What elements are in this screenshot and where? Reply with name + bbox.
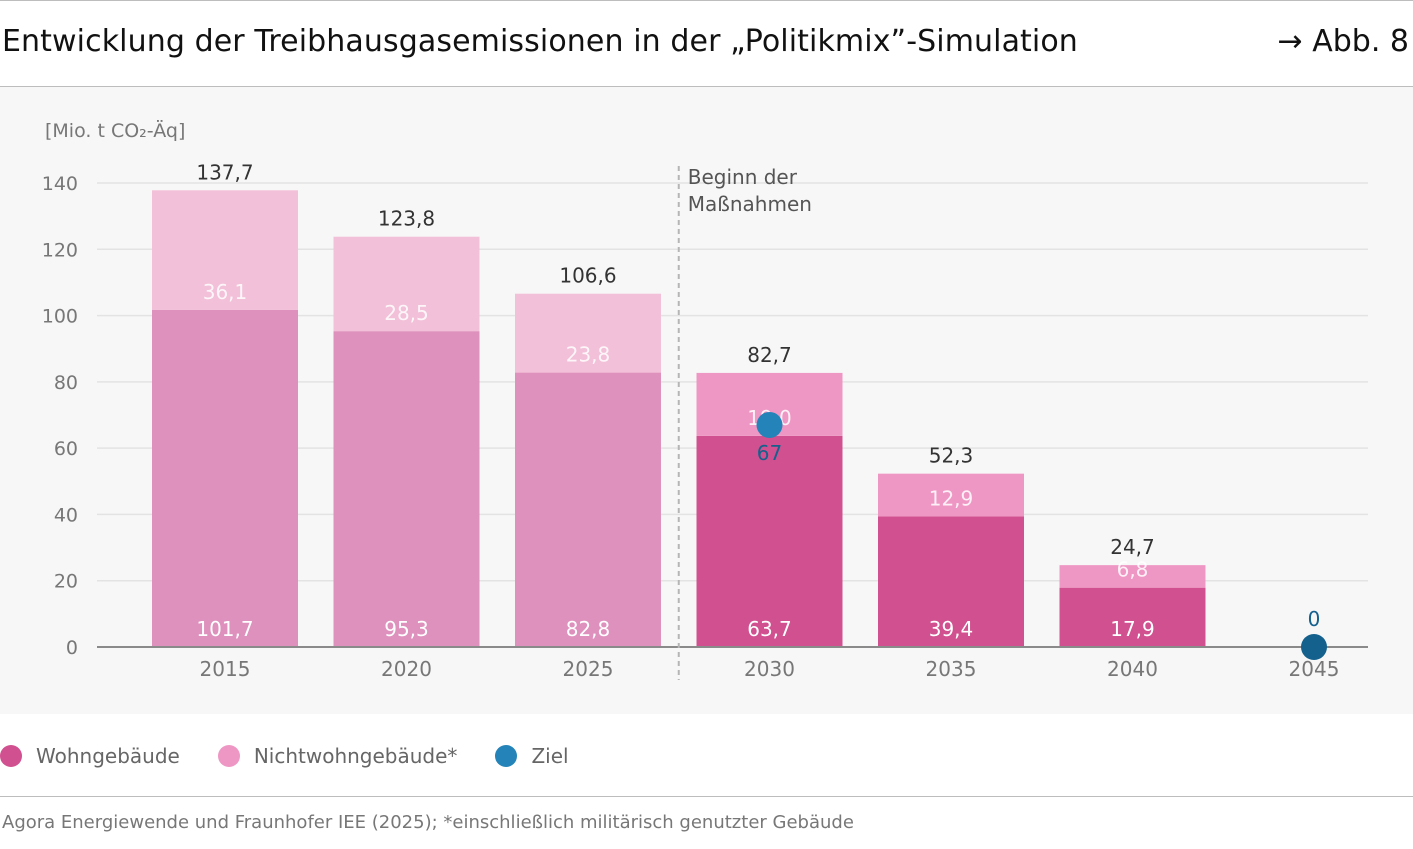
legend-swatch-nichtwohngebaeude xyxy=(217,745,240,767)
y-tick-label: 100 xyxy=(42,306,78,328)
y-tick-label: 80 xyxy=(54,372,78,394)
legend-swatch-ziel xyxy=(495,745,518,767)
y-axis-unit-label: [Mio. t CO₂-Äq] xyxy=(45,119,185,142)
bar-nichtwohngebaeude xyxy=(1059,565,1206,588)
bar-wohngebaeude xyxy=(333,331,480,647)
y-tick-label: 40 xyxy=(54,504,78,526)
header: Entwicklung der Treibhausgasemissionen i… xyxy=(0,0,1413,87)
x-tick-label: 2035 xyxy=(926,657,977,681)
legend-item-nichtwohngebaeude: Nichtwohngebäude* xyxy=(217,744,458,768)
bar-nichtwohngebaeude xyxy=(878,473,1024,517)
bar-value-label-wohngebaeude: 82,8 xyxy=(566,617,611,641)
bar-total-label: 106,6 xyxy=(559,264,616,288)
bar-value-label-nichtwohngebaeude: 6,8 xyxy=(1117,558,1149,582)
target-label: 67 xyxy=(757,441,782,465)
y-tick-label: 120 xyxy=(42,239,78,261)
legend-label: Nichtwohngebäude* xyxy=(253,744,458,768)
bar-nichtwohngebaeude xyxy=(152,190,298,310)
y-tick-label: 0 xyxy=(66,637,78,659)
x-tick-label: 2025 xyxy=(563,657,614,681)
legend-item-wohngebaeude: Wohngebäude xyxy=(0,744,180,768)
target-label: 0 xyxy=(1308,607,1321,631)
bar-nichtwohngebaeude xyxy=(515,293,661,373)
bar-value-label-nichtwohngebaeude: 12,9 xyxy=(929,486,974,510)
bar-nichtwohngebaeude xyxy=(333,236,480,332)
legend-item-ziel: Ziel xyxy=(495,744,569,768)
bar-wohngebaeude xyxy=(1059,587,1206,647)
x-tick-label: 2015 xyxy=(200,657,251,681)
page-title: Entwicklung der Treibhausgasemissionen i… xyxy=(2,24,1078,59)
bar-value-label-wohngebaeude: 101,7 xyxy=(196,617,253,641)
x-tick-label: 2020 xyxy=(381,657,432,681)
bar-total-label: 24,7 xyxy=(1110,535,1155,559)
source-note: Agora Energiewende und Fraunhofer IEE (2… xyxy=(2,812,854,833)
bar-value-label-wohngebaeude: 63,7 xyxy=(747,617,792,641)
footer-divider xyxy=(0,796,1413,797)
x-tick-label: 2040 xyxy=(1107,657,1158,681)
bar-value-label-nichtwohngebaeude: 23,8 xyxy=(566,343,611,367)
legend: Wohngebäude Nichtwohngebäude* Ziel xyxy=(0,740,607,772)
bar-wohngebaeude xyxy=(696,435,843,647)
target-marker xyxy=(756,411,783,438)
legend-label: Wohngebäude xyxy=(36,744,180,768)
bar-wohngebaeude xyxy=(152,309,298,647)
y-tick-label: 140 xyxy=(42,173,78,195)
x-tick-label: 2045 xyxy=(1289,657,1340,681)
bar-total-label: 82,7 xyxy=(747,343,792,367)
top-divider xyxy=(0,0,1413,1)
bar-value-label-wohngebaeude: 17,9 xyxy=(1110,617,1155,641)
figure-reference-link[interactable]: → Abb. 8 xyxy=(1277,24,1409,59)
bar-wohngebaeude xyxy=(878,516,1024,647)
annotation-text: Beginn der xyxy=(688,165,798,189)
bar-value-label-wohngebaeude: 95,3 xyxy=(384,617,429,641)
bar-wohngebaeude xyxy=(515,372,661,647)
x-tick-label: 2030 xyxy=(744,657,795,681)
bar-value-label-wohngebaeude: 39,4 xyxy=(929,617,974,641)
legend-label: Ziel xyxy=(531,744,569,768)
bar-value-label-nichtwohngebaeude: 36,1 xyxy=(203,280,248,304)
y-tick-label: 20 xyxy=(54,571,78,593)
bar-total-label: 52,3 xyxy=(929,444,974,468)
annotation-text: Maßnahmen xyxy=(688,192,812,216)
bar-total-label: 123,8 xyxy=(378,207,435,231)
y-tick-label: 60 xyxy=(54,438,78,460)
bar-value-label-nichtwohngebaeude: 28,5 xyxy=(384,301,429,325)
target-marker xyxy=(1301,634,1327,660)
bar-total-label: 137,7 xyxy=(196,160,253,184)
legend-swatch-wohngebaeude xyxy=(0,745,22,767)
